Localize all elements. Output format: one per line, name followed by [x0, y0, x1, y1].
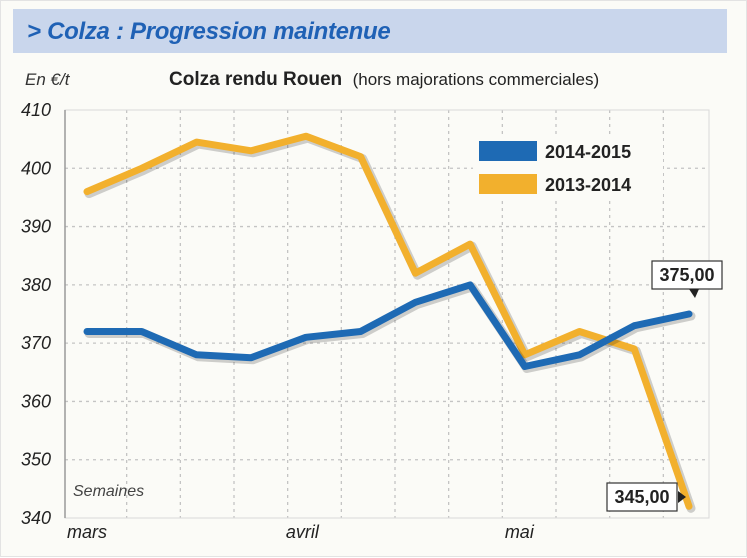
callout-2013-2014: 345,00 — [606, 482, 686, 512]
legend-label-2014-2015: 2014-2015 — [545, 142, 631, 162]
y-tick-label: 380 — [21, 275, 51, 295]
callout-box-2014-2015 — [651, 260, 723, 290]
chart-title: Colza rendu Rouen — [169, 69, 342, 90]
y-tick-label: 410 — [21, 100, 51, 120]
y-tick-label: 390 — [21, 217, 51, 237]
chart-title-line: Colza rendu Rouen (hors majorations comm… — [169, 69, 599, 90]
series-lines — [83, 132, 696, 513]
callout-pointer-2013-2014 — [678, 491, 686, 503]
callout-value-2013-2014: 345,00 — [614, 487, 669, 507]
legend-label-2013-2014: 2013-2014 — [545, 175, 631, 195]
y-ticks: 340 350 360 370 380 390 400 410 — [21, 100, 51, 528]
y-axis-unit: En €/t — [25, 70, 71, 89]
y-tick-label: 370 — [21, 333, 51, 353]
y-tick-label: 400 — [21, 158, 51, 178]
header-banner: > Colza : Progression maintenue — [13, 9, 727, 53]
y-tick-label: 360 — [21, 391, 51, 411]
y-tick-label: 350 — [21, 450, 51, 470]
series-line-2014-2015 — [83, 281, 693, 370]
legend-swatch-2014-2015 — [479, 141, 537, 161]
series-shadow-2014-2015 — [84, 282, 696, 373]
x-tick-label-mai: mai — [505, 522, 535, 542]
chart-subtitle: (hors majorations commerciales) — [353, 70, 600, 89]
y-tick-label: 340 — [21, 508, 51, 528]
legend: 2014-2015 2013-2014 — [473, 137, 663, 201]
legend-swatch-2013-2014 — [479, 174, 537, 194]
callout-2014-2015: 375,00 — [651, 260, 723, 298]
x-tick-label-avril: avril — [286, 522, 320, 542]
callout-pointer-2014-2015 — [689, 289, 699, 298]
series-line-2013-2014 — [83, 132, 693, 510]
header-title: > Colza : Progression maintenue — [27, 18, 391, 45]
x-axis-note: Semaines — [73, 483, 144, 500]
x-tick-label-mars: mars — [67, 522, 107, 542]
callout-box-2013-2014 — [606, 482, 678, 512]
callout-value-2014-2015: 375,00 — [659, 265, 714, 285]
x-ticks: mars avril mai — [67, 522, 535, 542]
